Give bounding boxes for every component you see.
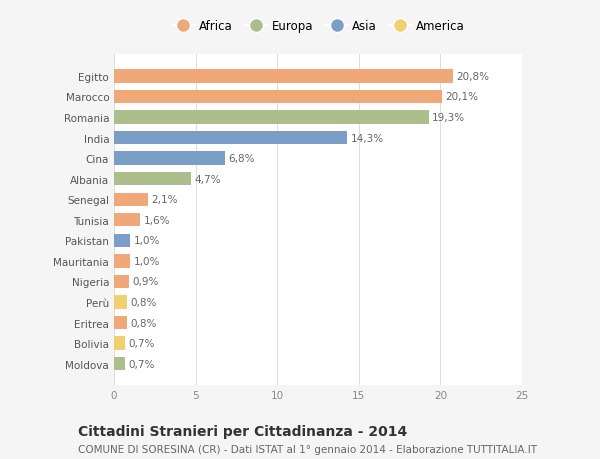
Bar	[114, 132, 347, 145]
Bar	[114, 193, 148, 207]
Text: 2,1%: 2,1%	[152, 195, 178, 205]
Bar	[114, 152, 225, 165]
Bar	[114, 316, 127, 330]
Text: 0,9%: 0,9%	[132, 277, 158, 287]
Bar	[114, 357, 125, 370]
Bar	[114, 90, 442, 104]
Text: 1,0%: 1,0%	[134, 256, 160, 266]
Text: 1,6%: 1,6%	[143, 215, 170, 225]
Text: Cittadini Stranieri per Cittadinanza - 2014: Cittadini Stranieri per Cittadinanza - 2…	[78, 425, 407, 438]
Text: COMUNE DI SORESINA (CR) - Dati ISTAT al 1° gennaio 2014 - Elaborazione TUTTITALI: COMUNE DI SORESINA (CR) - Dati ISTAT al …	[78, 444, 537, 454]
Text: 20,8%: 20,8%	[457, 72, 490, 82]
Text: 19,3%: 19,3%	[432, 113, 466, 123]
Bar	[114, 255, 130, 268]
Text: 14,3%: 14,3%	[350, 133, 384, 143]
Bar	[114, 275, 128, 289]
Text: 1,0%: 1,0%	[134, 236, 160, 246]
Legend: Africa, Europa, Asia, America: Africa, Europa, Asia, America	[169, 18, 467, 36]
Text: 0,7%: 0,7%	[128, 359, 155, 369]
Bar	[114, 234, 130, 247]
Text: 6,8%: 6,8%	[228, 154, 255, 164]
Text: 0,7%: 0,7%	[128, 338, 155, 348]
Bar	[114, 337, 125, 350]
Bar	[114, 173, 191, 186]
Bar	[114, 213, 140, 227]
Text: 4,7%: 4,7%	[194, 174, 220, 185]
Bar	[114, 111, 429, 124]
Text: 0,8%: 0,8%	[130, 318, 157, 328]
Bar	[114, 296, 127, 309]
Text: 0,8%: 0,8%	[130, 297, 157, 308]
Text: 20,1%: 20,1%	[445, 92, 478, 102]
Bar	[114, 70, 454, 84]
